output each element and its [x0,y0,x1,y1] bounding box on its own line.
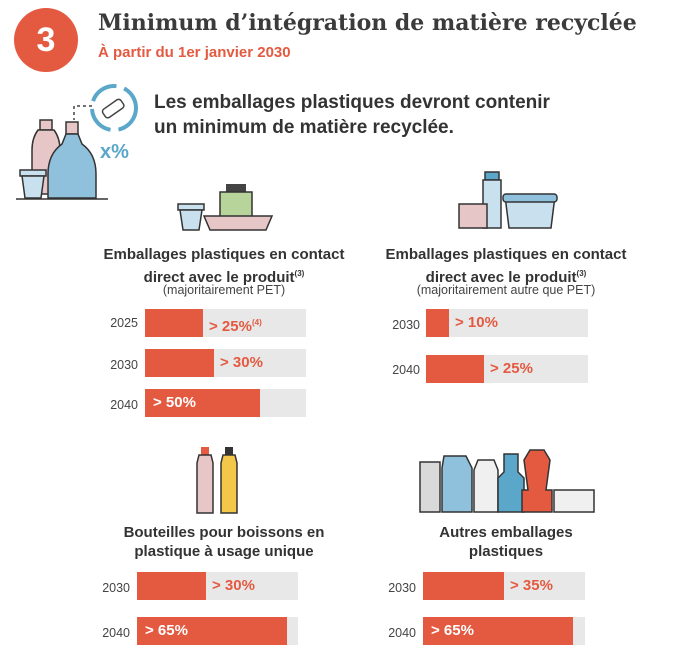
bar-value-label: > 65% [431,617,474,645]
ketchup-bottle-icon [521,449,553,513]
section-1-year-2030: 2030 [110,358,138,372]
intro-text: Les emballages plastiques devront conten… [154,90,594,140]
bar-value-text: > 30% [212,577,255,594]
detergent-bottle-icon [441,455,473,513]
bar-value-label: > 65% [145,617,188,645]
tub-icon [502,193,558,229]
intro-line-1: Les emballages plastiques devront conten… [154,92,550,113]
recycled-percentage-label: x% [100,141,129,163]
section-4-year-2030: 2030 [388,581,416,595]
section-1-title-line-2: direct avec le produit(3) [96,264,352,287]
drink-bottles-illustration [195,445,245,515]
bar-fill [145,389,260,417]
section-1-bar-2030: > 30% [145,349,306,377]
shampoo-bottle-icon [473,459,499,513]
food-tub-icon [553,489,595,513]
section-2-year-2030: 2030 [392,318,420,332]
yellow-bottle-icon [220,447,238,514]
section-1-title-line-1: Emballages plastiques en contact [103,246,345,263]
blue-bottle-icon [47,121,97,199]
intro-line-2: un minimum de matière recyclée. [154,117,454,138]
bottle-tub-illustration [455,170,565,232]
bar-fill [137,572,206,600]
cup-icon [19,169,47,199]
bar-value-text: > 30% [220,354,263,371]
section-1-year-2040: 2040 [110,398,138,412]
page-title: Minimum d’intégration de matière recyclé… [98,10,637,36]
bar-fill [423,572,504,600]
section-1-year-2025: 2025 [110,316,138,330]
recycle-icon [90,84,138,132]
container-icon [458,203,488,229]
bar-value-label: > 25%(4) [209,309,262,337]
recycled-bottles-illustration [14,80,154,205]
section-2-footnote-ref: (3) [576,269,587,278]
section-2-year-2040: 2040 [392,363,420,377]
bar-footnote-ref: (4) [251,318,262,327]
section-3-title-line-1: Bouteilles pour boissons en [123,524,325,541]
bar-value-text: > 25% [490,360,533,377]
bar-fill [426,309,449,337]
bar-fill [137,617,287,645]
section-2-title-line-2: direct avec le produit(3) [378,264,634,287]
bar-value-label: > 25% [490,355,533,383]
section-2-bar-2040: > 25% [426,355,588,383]
red-bottle-icon [196,447,214,514]
bar-value-label: > 35% [510,572,553,600]
bar-value-label: > 50% [153,389,196,417]
section-4-bar-2040: > 65% [423,617,585,645]
section-3-title: Bouteilles pour boissons en plastique à … [96,523,352,561]
bar-value-text: > 65% [145,622,188,639]
section-1-footnote-ref: (3) [294,269,305,278]
bar-fill [145,309,203,337]
section-3-year-2040: 2040 [102,626,130,640]
section-4-title-line-2: plastiques [468,543,544,560]
food-packaging-illustration [176,180,276,232]
blue-flask-icon [497,453,525,513]
bar-value-text: > 50% [153,394,196,411]
tray-icon [202,215,274,231]
bar-value-label: > 10% [455,309,498,337]
section-4-bar-2030: > 35% [423,572,585,600]
section-4-title: Autres emballages plastiques [378,523,634,561]
bar-fill [145,349,214,377]
section-4-year-2040: 2040 [388,626,416,640]
section-2-title: Emballages plastiques en contact direct … [378,245,634,287]
section-4-title-line-1: Autres emballages [439,524,573,541]
section-3-title-line-2: plastique à usage unique [134,543,314,560]
household-packaging-illustration [416,448,596,514]
section-2-bar-2030: > 10% [426,309,588,337]
spray-bottle-icon [419,461,441,513]
bar-value-label: > 30% [220,349,263,377]
section-3-bar-2030: > 30% [137,572,298,600]
section-1-bar-2040: > 50% [145,389,306,417]
bar-fill [426,355,484,383]
section-1-title: Emballages plastiques en contact direct … [96,245,352,287]
bar-value-text: > 10% [455,314,498,331]
step-number-badge: 3 [14,8,78,72]
bar-value-label: > 30% [212,572,255,600]
section-2-title-line-1: Emballages plastiques en contact [385,246,627,263]
bar-fill [423,617,573,645]
section-3-year-2030: 2030 [102,581,130,595]
section-3-bar-2040: > 65% [137,617,298,645]
bar-value-text: > 25% [209,318,252,335]
page-subtitle: À partir du 1er janvier 2030 [98,44,291,61]
jar-icon [219,184,253,219]
bar-value-text: > 35% [510,577,553,594]
section-2-subtitle: (majoritairement autre que PET) [416,283,596,297]
yogurt-cup-icon [177,203,205,231]
bar-value-text: > 65% [431,622,474,639]
section-1-title-line-2-text: direct avec le produit [143,269,295,286]
section-1-bar-2025: > 25%(4) [145,309,306,337]
section-2-title-line-2-text: direct avec le produit [425,269,577,286]
section-1-subtitle: (majoritairement PET) [162,283,286,297]
